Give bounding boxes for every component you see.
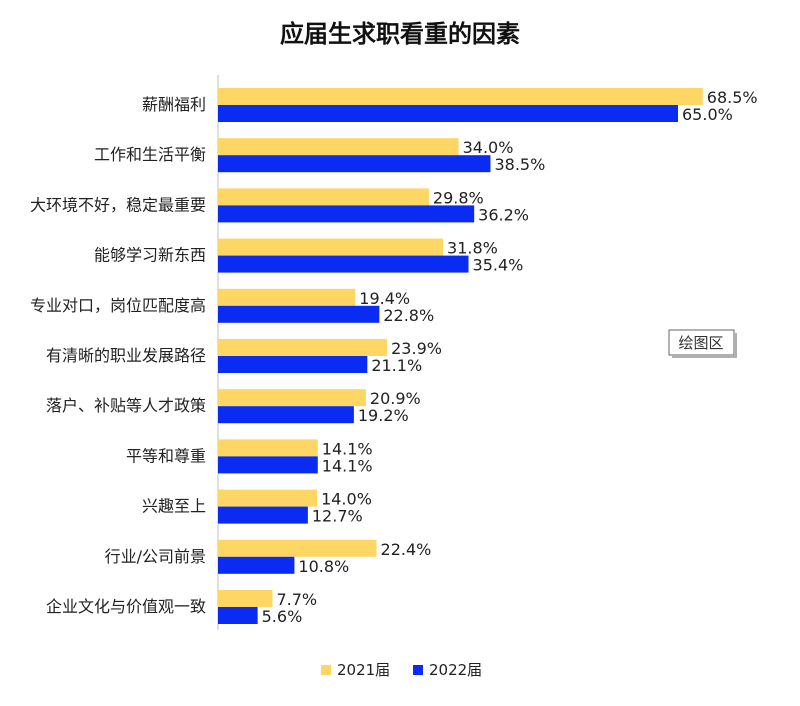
data-label-2022: 65.0% (682, 105, 733, 124)
category-label: 企业文化与价值观一致 (46, 597, 206, 616)
data-label-2021: 14.1% (322, 439, 373, 458)
tooltip-box (668, 329, 735, 356)
data-label-2021: 20.9% (370, 389, 421, 408)
category-label: 工作和生活平衡 (94, 145, 206, 164)
bar-2022 (218, 406, 354, 424)
bar-2021 (218, 188, 429, 206)
bar-2022 (218, 607, 258, 624)
bar-2022 (218, 155, 491, 173)
legend: 2021届 2022届 (321, 661, 482, 679)
legend-label-2022: 2022届 (429, 661, 482, 679)
bar-2021 (218, 88, 703, 105)
category-labels: 薪酬福利工作和生活平衡大环境不好，稳定最重要能够学习新东西专业对口，岗位匹配度高… (30, 95, 206, 616)
bar-2022 (218, 556, 295, 574)
category-label: 能够学习新东西 (94, 246, 206, 265)
category-label: 专业对口，岗位匹配度高 (30, 296, 206, 315)
data-label-2022: 36.2% (478, 205, 529, 224)
legend-swatch-2022 (413, 665, 423, 675)
bar-2021 (218, 439, 318, 457)
bar-2021 (218, 238, 444, 256)
category-label: 兴趣至上 (142, 497, 206, 516)
data-label-2021: 34.0% (463, 138, 514, 157)
bar-2022 (218, 255, 469, 273)
data-label-2021: 23.9% (391, 339, 442, 358)
bar-2021 (218, 539, 377, 557)
bar-2022 (218, 506, 308, 524)
bar-2021 (218, 288, 356, 306)
category-label: 行业/公司前景 (105, 547, 206, 566)
bar-2021 (218, 590, 273, 607)
plot-area-tooltip: 绘图区 (668, 329, 737, 358)
data-label-2022: 38.5% (494, 155, 545, 174)
legend-label-2021: 2021届 (337, 661, 390, 679)
bar-2022 (218, 356, 368, 373)
bar-2021 (218, 339, 388, 356)
bar-2022 (218, 456, 318, 474)
data-label-2022: 10.8% (298, 557, 349, 576)
bar-2021 (218, 489, 318, 507)
data-label-2021: 31.8% (447, 239, 498, 258)
value-labels: 68.5%65.0% 34.0%38.5% 29.8%36.2% 31.8%35.4%… (262, 88, 758, 626)
data-label-2021: 68.5% (707, 88, 758, 107)
category-label: 大环境不好，稳定最重要 (30, 195, 206, 214)
bar-2021 (218, 138, 459, 156)
category-label: 薪酬福利 (142, 95, 206, 114)
data-label-2021: 19.4% (359, 289, 410, 308)
legend-swatch-2021 (321, 665, 331, 675)
data-label-2021: 7.7% (276, 590, 317, 609)
chart-title: 应届生求职看重的因素 (280, 20, 520, 48)
bar-2021 (218, 389, 366, 407)
data-label-2022: 12.7% (312, 507, 363, 526)
data-label-2022: 22.8% (383, 306, 434, 325)
data-label-2022: 14.1% (322, 456, 373, 475)
category-label: 平等和尊重 (126, 446, 206, 465)
data-label-2021: 14.0% (321, 490, 372, 509)
data-label-2021: 29.8% (433, 188, 484, 207)
data-label-2022: 5.6% (262, 607, 303, 626)
data-label-2022: 19.2% (358, 406, 409, 425)
tooltip-shadow (734, 333, 737, 358)
data-label-2022: 21.1% (371, 356, 422, 375)
data-label-2021: 22.4% (381, 540, 432, 559)
bar-2022 (218, 305, 380, 323)
bar-2022 (218, 105, 679, 122)
tooltip-shadow-bottom (672, 355, 737, 358)
category-label: 有清晰的职业发展路径 (46, 346, 206, 365)
tooltip-label: 绘图区 (678, 334, 723, 352)
bars-layer (218, 88, 703, 624)
bar-2022 (218, 205, 475, 223)
category-label: 落户、补贴等人才政策 (46, 396, 206, 415)
data-label-2022: 35.4% (473, 256, 524, 275)
